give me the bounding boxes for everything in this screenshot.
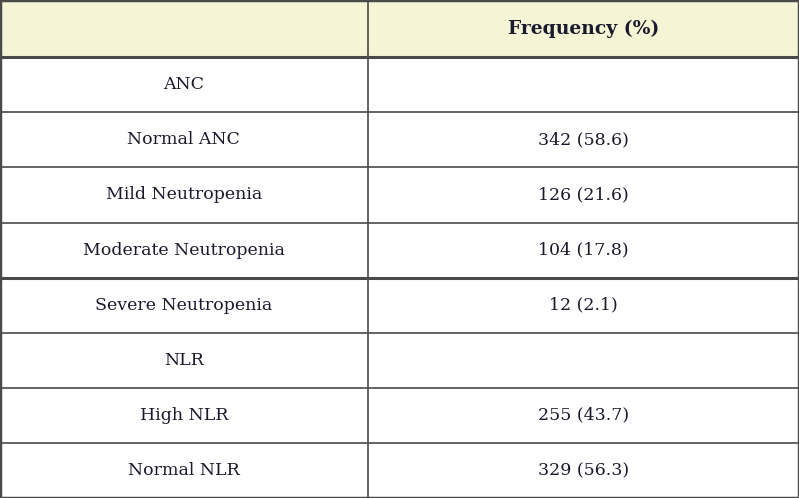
Text: High NLR: High NLR <box>140 407 228 424</box>
Text: Severe Neutropenia: Severe Neutropenia <box>95 297 272 314</box>
Bar <box>0 57 799 498</box>
Text: Moderate Neutropenia: Moderate Neutropenia <box>83 242 284 258</box>
Text: Frequency (%): Frequency (%) <box>507 19 659 38</box>
Text: 12 (2.1): 12 (2.1) <box>549 297 618 314</box>
Text: 329 (56.3): 329 (56.3) <box>538 462 629 479</box>
Text: ANC: ANC <box>163 76 205 93</box>
Bar <box>0 0 799 57</box>
Text: Normal NLR: Normal NLR <box>128 462 240 479</box>
Text: 126 (21.6): 126 (21.6) <box>538 186 629 204</box>
Text: NLR: NLR <box>164 352 204 369</box>
Text: Mild Neutropenia: Mild Neutropenia <box>105 186 262 204</box>
Text: Normal ANC: Normal ANC <box>127 131 240 148</box>
Text: 255 (43.7): 255 (43.7) <box>538 407 629 424</box>
Text: 342 (58.6): 342 (58.6) <box>538 131 629 148</box>
Text: 104 (17.8): 104 (17.8) <box>538 242 629 258</box>
